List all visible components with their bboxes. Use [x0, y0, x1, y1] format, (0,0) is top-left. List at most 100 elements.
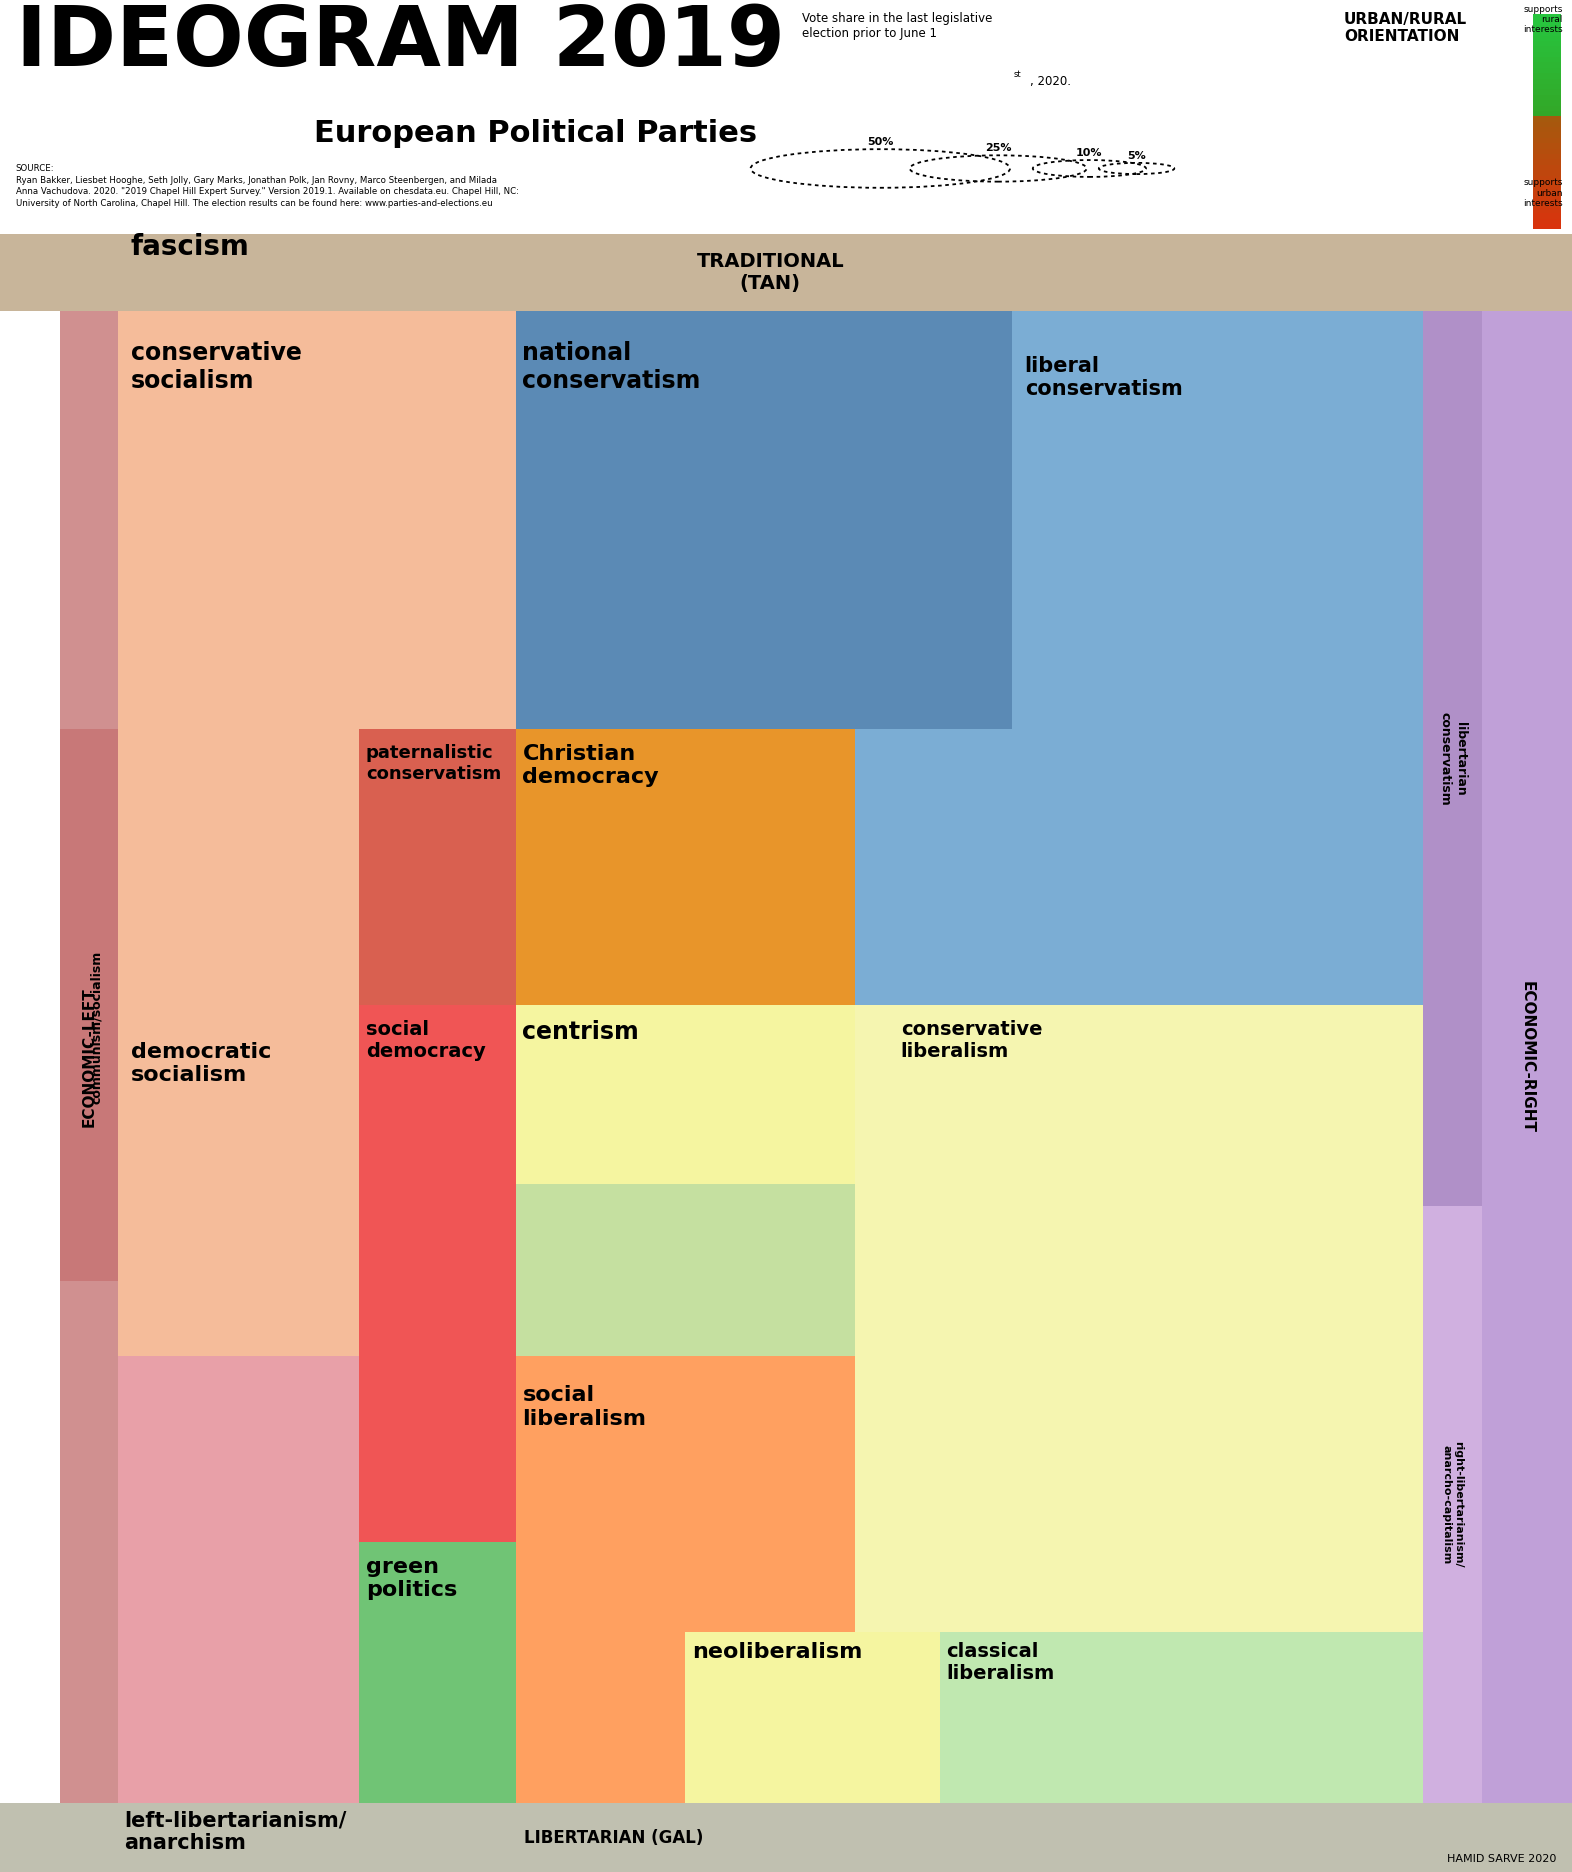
Text: 5%: 5%: [1127, 150, 1146, 161]
Bar: [118, 1355, 360, 1720]
Bar: [1533, 142, 1561, 148]
Text: st: st: [1014, 69, 1022, 79]
Bar: [685, 1632, 940, 1803]
Text: 50%: 50%: [868, 137, 893, 146]
Text: Christian
democracy: Christian democracy: [522, 743, 659, 786]
Bar: [855, 1355, 1423, 1632]
Bar: [1533, 225, 1561, 228]
Bar: [1533, 73, 1561, 79]
Bar: [1533, 191, 1561, 197]
Bar: [1533, 62, 1561, 67]
Bar: [1533, 154, 1561, 159]
Text: social
liberalism: social liberalism: [522, 1385, 646, 1428]
Bar: [1533, 110, 1561, 116]
Bar: [1533, 52, 1561, 56]
Bar: [1533, 47, 1561, 52]
Bar: [855, 728, 1423, 1005]
Text: ECONOMIC-RIGHT: ECONOMIC-RIGHT: [1520, 981, 1534, 1133]
Bar: [1533, 116, 1561, 122]
Bar: [1533, 67, 1561, 73]
Bar: [1012, 311, 1423, 728]
Text: LIBERTARIAN (GAL): LIBERTARIAN (GAL): [523, 1829, 703, 1846]
Bar: [0, 1803, 1572, 1872]
Bar: [516, 1720, 685, 1803]
Bar: [1533, 99, 1561, 105]
Text: left-libertarianism/
anarchism: left-libertarianism/ anarchism: [124, 1810, 347, 1853]
Bar: [1533, 95, 1561, 99]
Text: 10%: 10%: [1077, 148, 1102, 157]
Text: fascism: fascism: [130, 232, 250, 260]
Bar: [516, 311, 1012, 728]
Text: , 2020.: , 2020.: [1030, 75, 1071, 88]
Bar: [1533, 213, 1561, 219]
Bar: [685, 1355, 855, 1632]
Text: ECONOMIC-LEFT: ECONOMIC-LEFT: [82, 987, 96, 1127]
Text: libertarian
conservatism: libertarian conservatism: [1438, 711, 1467, 805]
Bar: [118, 728, 360, 1005]
Bar: [1533, 197, 1561, 202]
Bar: [1533, 84, 1561, 90]
Bar: [360, 1183, 516, 1355]
Text: communism/socialism: communism/socialism: [90, 951, 104, 1104]
Text: conservative
socialism: conservative socialism: [130, 341, 302, 393]
Bar: [118, 311, 1423, 1803]
Bar: [1533, 36, 1561, 41]
Text: green
politics: green politics: [366, 1558, 457, 1601]
Text: Vote share in the last legislative
election prior to June 1: Vote share in the last legislative elect…: [802, 11, 992, 39]
Bar: [1533, 148, 1561, 154]
Bar: [60, 311, 118, 1803]
Bar: [1533, 176, 1561, 182]
Bar: [1423, 311, 1482, 1206]
Bar: [516, 1183, 855, 1355]
Bar: [1533, 13, 1561, 19]
Bar: [1533, 185, 1561, 191]
Bar: [1533, 219, 1561, 225]
Text: TRADITIONAL
(TAN): TRADITIONAL (TAN): [696, 253, 844, 294]
Text: supports
rural
interests: supports rural interests: [1523, 4, 1563, 34]
Text: conservative
liberalism: conservative liberalism: [901, 1020, 1042, 1061]
Text: paternalistic
conservatism: paternalistic conservatism: [366, 743, 501, 782]
Bar: [0, 234, 516, 311]
Bar: [1533, 165, 1561, 170]
Bar: [516, 1005, 855, 1183]
Text: HAMID SARVE 2020: HAMID SARVE 2020: [1446, 1853, 1556, 1865]
Bar: [1533, 105, 1561, 110]
Text: URBAN/RURAL
ORIENTATION: URBAN/RURAL ORIENTATION: [1344, 11, 1467, 45]
Text: right-libertarianism/
anarcho-capitalism: right-libertarianism/ anarcho-capitalism: [1442, 1441, 1464, 1569]
Bar: [0, 234, 1572, 311]
Bar: [1533, 127, 1561, 133]
Bar: [118, 311, 516, 728]
Bar: [118, 1720, 360, 1803]
Bar: [1533, 79, 1561, 84]
Bar: [1482, 311, 1572, 1803]
Bar: [1533, 139, 1561, 142]
Text: classical
liberalism: classical liberalism: [946, 1642, 1055, 1683]
Bar: [1533, 19, 1561, 24]
Bar: [516, 728, 855, 1005]
Bar: [1533, 208, 1561, 213]
Bar: [360, 1005, 516, 1183]
Text: IDEOGRAM 2019: IDEOGRAM 2019: [16, 2, 784, 84]
Bar: [360, 1355, 516, 1543]
Text: SOURCE:
Ryan Bakker, Liesbet Hooghe, Seth Jolly, Gary Marks, Jonathan Polk, Jan : SOURCE: Ryan Bakker, Liesbet Hooghe, Set…: [16, 163, 519, 208]
Text: national
conservatism: national conservatism: [522, 341, 701, 393]
Bar: [1533, 90, 1561, 95]
Bar: [1533, 159, 1561, 165]
Text: supports
urban
interests: supports urban interests: [1523, 178, 1563, 208]
Bar: [360, 1543, 516, 1720]
Bar: [1533, 202, 1561, 208]
Text: social
democracy: social democracy: [366, 1020, 486, 1061]
Text: liberal
conservatism: liberal conservatism: [1025, 356, 1182, 399]
Text: centrism: centrism: [522, 1020, 640, 1045]
Bar: [1533, 122, 1561, 127]
Bar: [1533, 133, 1561, 139]
Text: neoliberalism: neoliberalism: [692, 1642, 863, 1662]
Bar: [118, 1005, 360, 1355]
Bar: [516, 1355, 685, 1720]
Bar: [855, 1005, 1423, 1355]
Bar: [1533, 182, 1561, 185]
Text: European Political Parties: European Political Parties: [314, 120, 758, 148]
Text: 25%: 25%: [986, 142, 1011, 154]
Bar: [60, 728, 118, 1280]
Bar: [1533, 41, 1561, 47]
